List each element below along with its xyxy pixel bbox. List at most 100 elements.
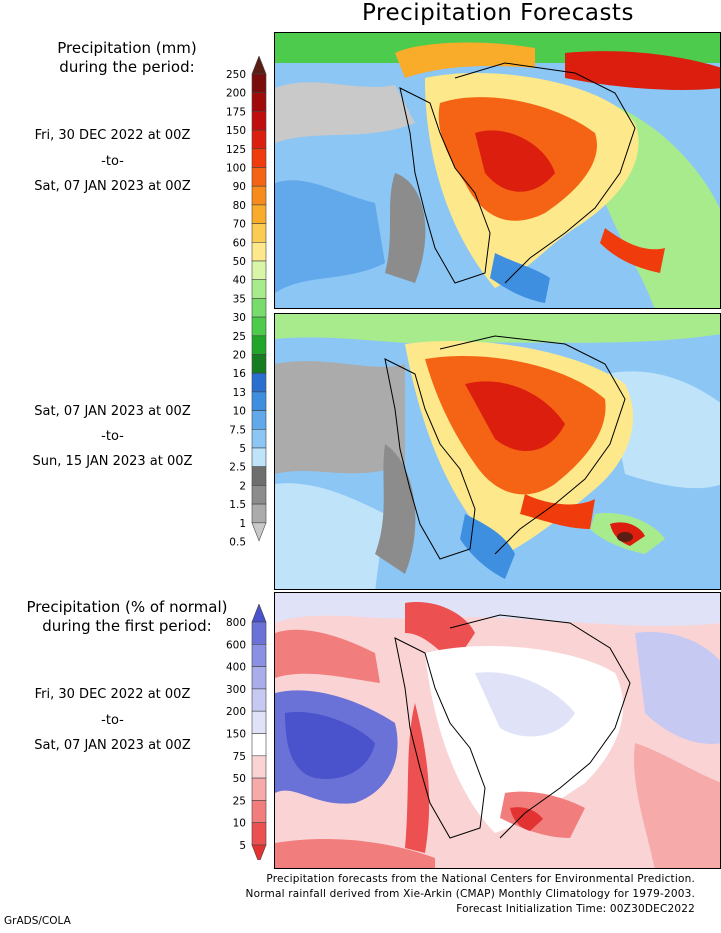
colorbar-tick-label: 75 xyxy=(233,751,246,763)
colorbar-cell xyxy=(251,800,267,823)
colorbar-tick-label: 80 xyxy=(233,200,246,212)
colorbar-cell xyxy=(251,167,267,187)
colorbar-cell xyxy=(251,73,267,94)
colorbar-tick-label: 300 xyxy=(226,684,246,696)
colorbar-cell xyxy=(251,710,267,734)
colorbar-tick-label: 175 xyxy=(226,106,246,118)
colorbar-tick-label: 5 xyxy=(239,840,246,852)
colorbar-cell xyxy=(251,354,267,374)
colorbar-bottom-arrow xyxy=(251,522,267,542)
percent-heading: Precipitation (% of normal) during the f… xyxy=(0,598,254,636)
colorbar-tick-label: 35 xyxy=(233,293,246,305)
colorbar-tick-label: 5 xyxy=(239,443,246,455)
precip-map-period1 xyxy=(274,32,721,309)
colorbar-cell xyxy=(251,372,267,393)
colorbar-tick-label: 10 xyxy=(233,818,246,830)
amount-colorbar: 2502001751501251009080706050403530252016… xyxy=(226,56,267,549)
colorbar-cell xyxy=(251,279,267,299)
footer-line1: Precipitation forecasts from the Nationa… xyxy=(266,873,695,885)
colorbar-cell xyxy=(251,298,267,318)
colorbar-tick-label: 16 xyxy=(233,368,247,380)
footer-notes: Precipitation forecasts from the Nationa… xyxy=(246,872,695,917)
colorbar-tick-label: 200 xyxy=(226,706,246,718)
colorbar-cell xyxy=(251,391,267,411)
colorbar-tick-label: 150 xyxy=(226,125,246,137)
period2-until: Sun, 15 JAN 2023 at 00Z xyxy=(32,454,193,469)
amount-heading: Precipitation (mm) during the period: xyxy=(0,39,254,77)
period1-until: Sat, 07 JAN 2023 at 00Z xyxy=(34,179,191,194)
percent-period-until: Sat, 07 JAN 2023 at 00Z xyxy=(34,738,191,753)
period2-from: Sat, 07 JAN 2023 at 00Z xyxy=(34,404,191,419)
period1-from: Fri, 30 DEC 2022 at 00Z xyxy=(34,128,191,143)
colorbar-cell xyxy=(251,111,267,131)
colorbar-cell xyxy=(251,204,267,224)
colorbar-cell xyxy=(251,777,267,801)
page-title: Precipitation Forecasts xyxy=(362,0,634,26)
footer-line3: Forecast Initialization Time: 00Z30DEC20… xyxy=(456,903,695,915)
colorbar-tick-label: 20 xyxy=(233,350,246,362)
colorbar-tick-label: 2.5 xyxy=(229,462,246,474)
colorbar-tick-label: 10 xyxy=(233,406,246,418)
colorbar-cell xyxy=(251,485,267,505)
colorbar-tick-label: 1.5 xyxy=(229,499,246,511)
colorbar-tick-label: 250 xyxy=(226,69,246,81)
colorbar-tick-label: 800 xyxy=(226,617,246,629)
colorbar-cell xyxy=(251,447,267,468)
percent-heading-line2: during the first period: xyxy=(42,617,212,635)
colorbar-tick-label: 125 xyxy=(226,144,246,156)
colorbar-cell xyxy=(251,335,267,355)
colorbar-top-arrow xyxy=(251,604,267,623)
colorbar-tick-label: 25 xyxy=(233,331,246,343)
colorbar-top-arrow xyxy=(251,56,267,75)
colorbar-tick-label: 600 xyxy=(226,639,246,651)
colorbar-tick-label: 1 xyxy=(239,518,246,530)
colorbar-tick-label: 50 xyxy=(233,256,246,268)
colorbar-cell xyxy=(251,688,267,712)
colorbar-cell xyxy=(251,643,267,667)
colorbar-tick-label: 2 xyxy=(239,480,246,492)
colorbar-tick-label: 60 xyxy=(233,237,246,249)
colorbar-cell xyxy=(251,242,267,262)
footer-line2: Normal rainfall derived from Xie-Arkin (… xyxy=(245,888,695,900)
period1-to: -to- xyxy=(101,154,124,169)
colorbar-cell xyxy=(251,223,267,243)
colorbar-bottom-arrow xyxy=(251,844,267,860)
colorbar-cell xyxy=(251,755,267,779)
percent-normal-map xyxy=(274,592,721,869)
colorbar-cell xyxy=(251,503,267,524)
colorbar-cell xyxy=(251,428,267,449)
colorbar-tick-label: 400 xyxy=(226,662,246,674)
colorbar-tick-label: 7.5 xyxy=(229,424,246,436)
percent-period-to: -to- xyxy=(101,713,124,728)
colorbar-cell xyxy=(251,410,267,430)
colorbar-tick-label: 70 xyxy=(233,219,246,231)
colorbar-tick-label: 0.5 xyxy=(229,537,246,549)
colorbar-cell xyxy=(251,316,267,337)
colorbar-cell xyxy=(251,666,267,690)
colorbar-cell xyxy=(251,621,267,645)
colorbar-tick-label: 150 xyxy=(226,729,246,741)
colorbar-cell xyxy=(251,92,267,112)
credit-label: GrADS/COLA xyxy=(4,915,71,927)
colorbar-cell xyxy=(251,466,267,486)
colorbar-cell xyxy=(251,148,267,168)
amount-heading-line1: Precipitation (mm) xyxy=(57,39,197,57)
colorbar-tick-label: 90 xyxy=(233,181,246,193)
colorbar-tick-label: 200 xyxy=(226,88,246,100)
amount-heading-line2: during the period: xyxy=(59,58,195,76)
period2-to: -to- xyxy=(101,429,124,444)
precip-map-period2 xyxy=(274,313,721,590)
percent-period-from: Fri, 30 DEC 2022 at 00Z xyxy=(34,687,191,702)
colorbar-cell xyxy=(251,733,267,757)
percent-colorbar: 800 600 400 300 200 150 75 50 25 10 5 xyxy=(226,604,267,860)
colorbar-tick-label: 30 xyxy=(233,312,246,324)
colorbar-cell xyxy=(251,185,267,206)
colorbar-cell xyxy=(251,260,267,281)
percent-heading-line1: Precipitation (% of normal) xyxy=(26,598,228,616)
colorbar-tick-label: 13 xyxy=(233,387,246,399)
colorbar-tick-label: 50 xyxy=(233,773,246,785)
colorbar-tick-label: 25 xyxy=(233,795,246,807)
colorbar-tick-label: 40 xyxy=(233,275,246,287)
colorbar-cell xyxy=(251,129,267,150)
colorbar-tick-label: 100 xyxy=(226,163,246,175)
